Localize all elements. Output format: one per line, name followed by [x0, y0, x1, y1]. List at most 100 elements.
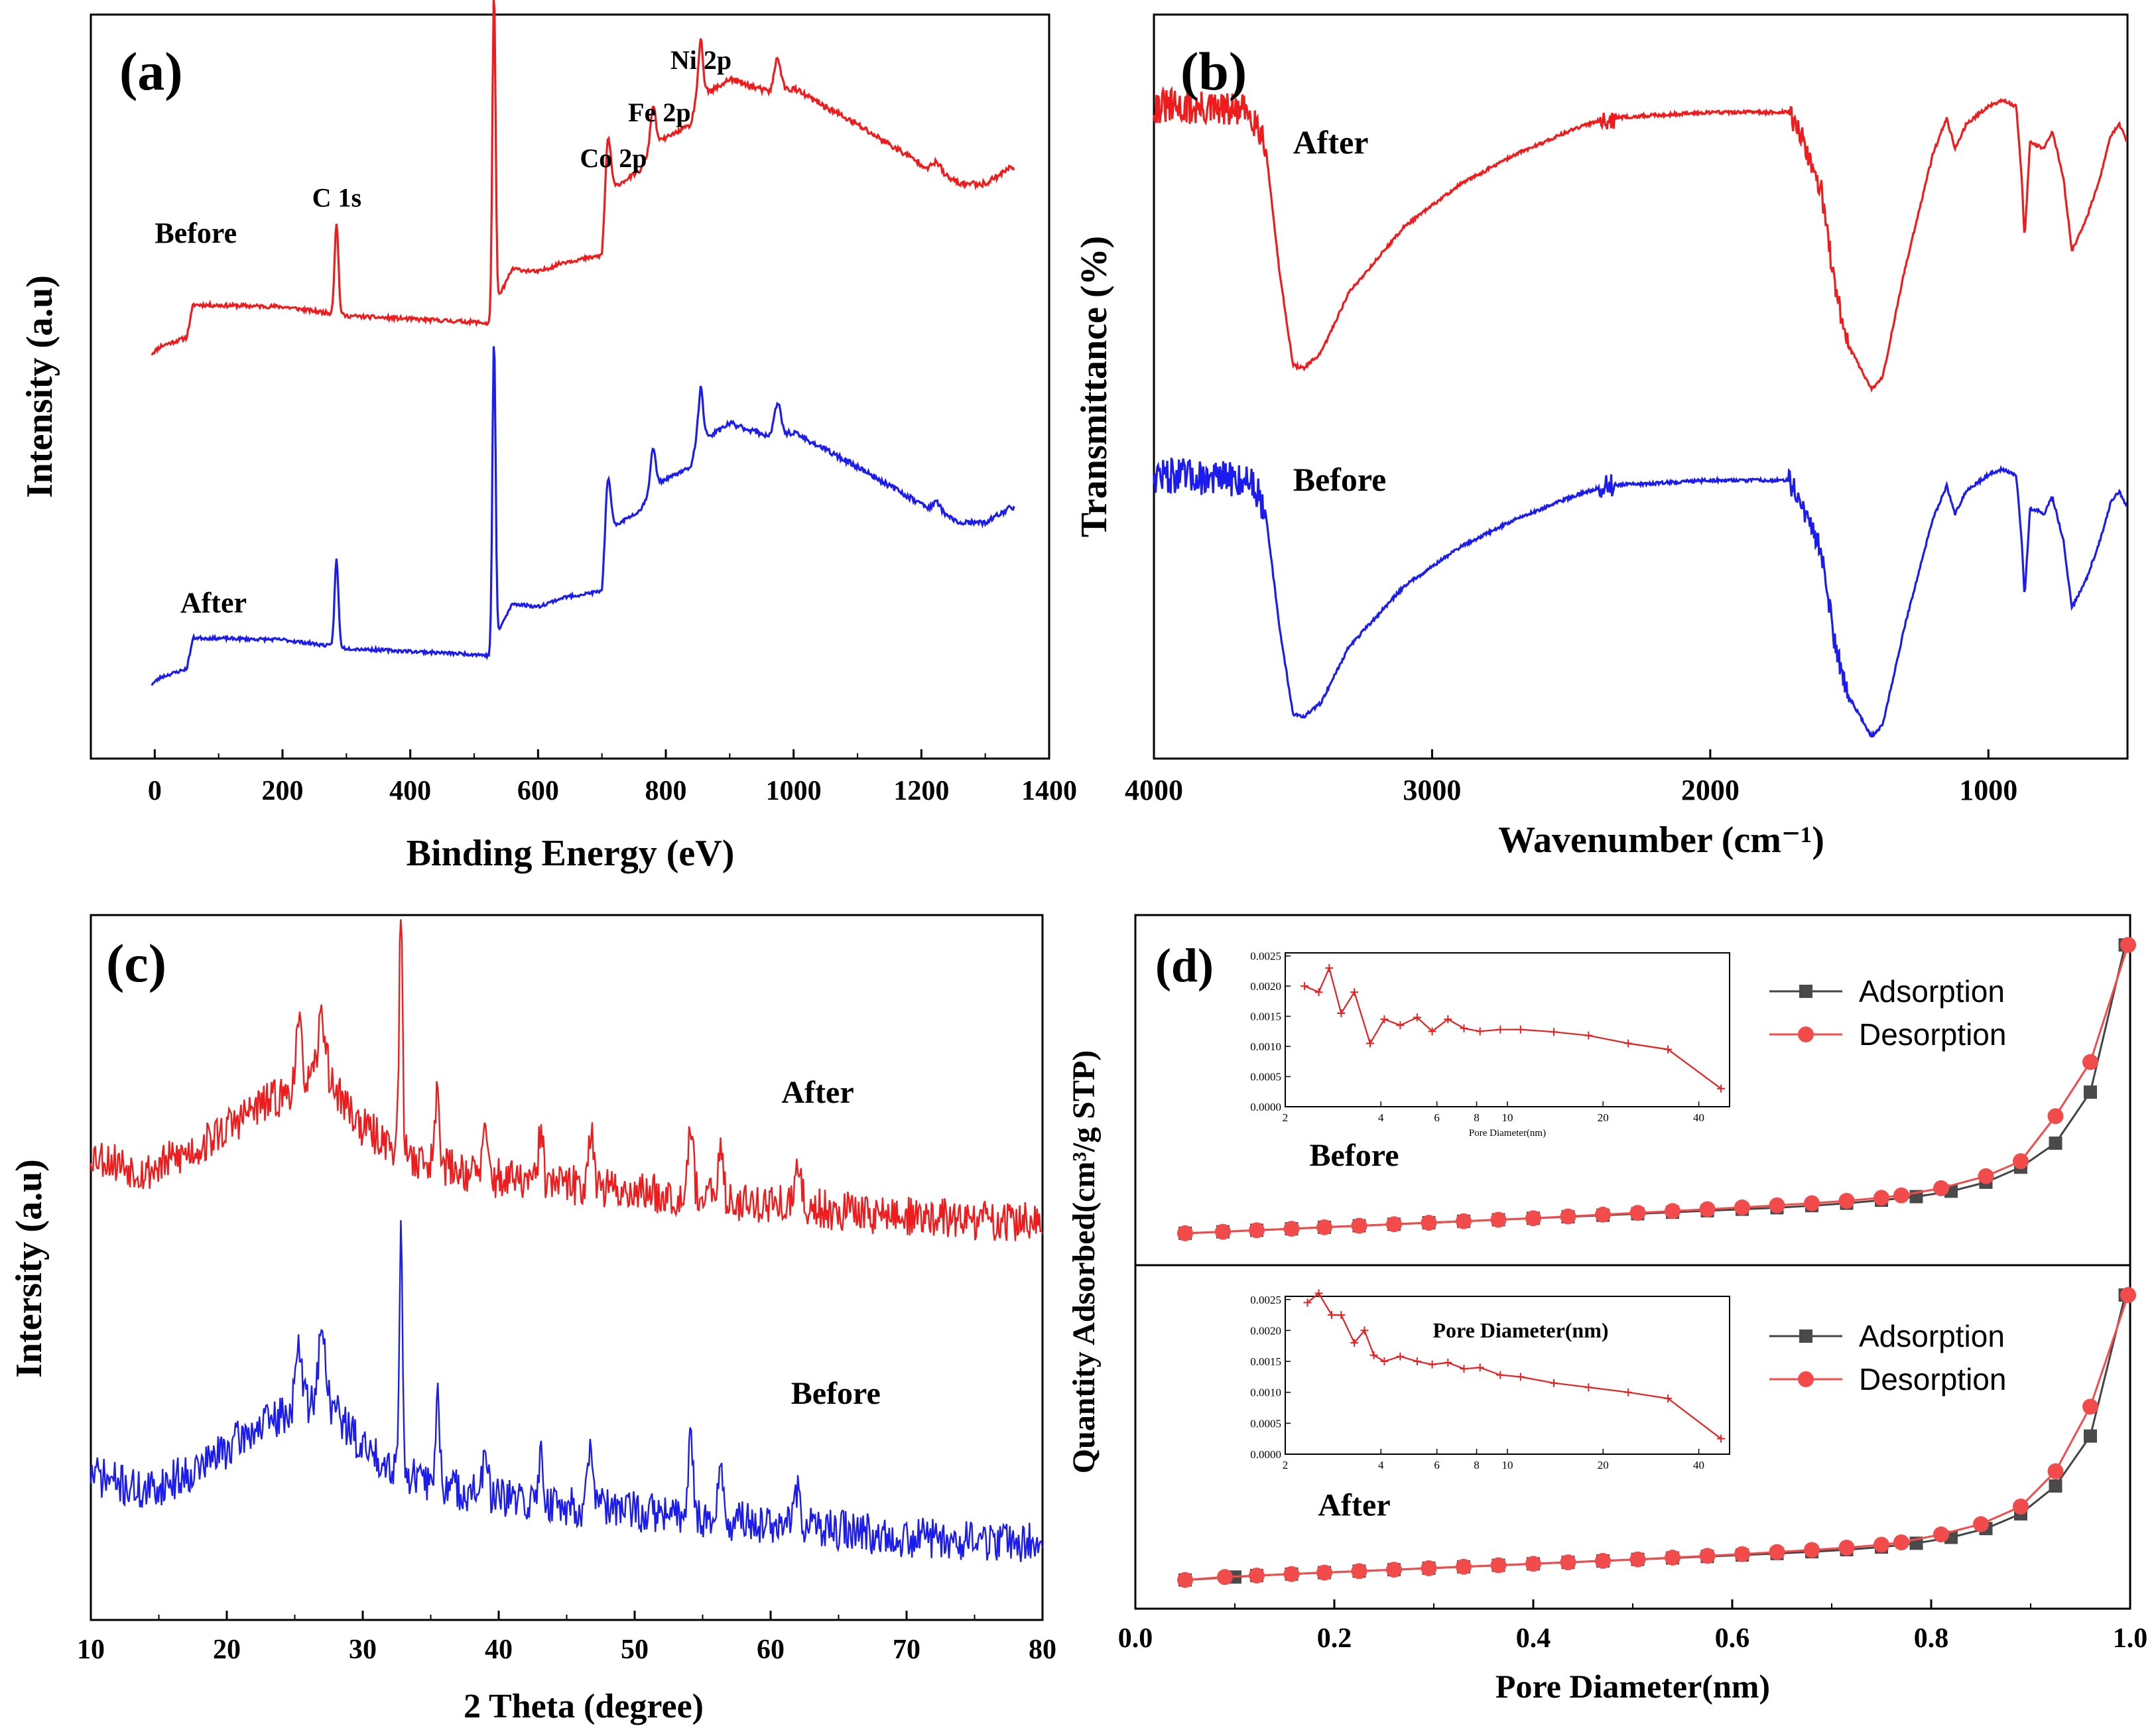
panel-d-before-inset-x-tick-label: 4 — [1378, 1111, 1384, 1124]
panel-c-x-tick-label: 50 — [621, 1635, 649, 1665]
panel-c-annotations: After Before — [781, 1075, 880, 1411]
panel-c-curve-label: Before — [791, 1376, 881, 1411]
panel-d-before-adsorption-point — [2084, 1085, 2097, 1099]
panel-c-series-group — [90, 919, 1044, 1562]
panel-d-after-desorption-point — [1316, 1564, 1332, 1581]
panel-d-after-inset-x-tick-label: 20 — [1598, 1459, 1609, 1471]
panel-d-insets: 0.0000 0.0005 0.0010 0.0015 0.0020 0.0025 2 4 6 8… — [1250, 950, 1730, 1471]
panel-d-after-desorption-point — [1249, 1568, 1265, 1584]
panel-b-label: (b) — [1180, 41, 1247, 101]
panel-d-after-legend-desorption-marker — [1798, 1371, 1814, 1387]
panel-d-before-desorption-point — [1456, 1213, 1472, 1229]
panel-d-before-legend-desorption-marker — [1798, 1026, 1814, 1042]
panel-d-after-inset-point — [1350, 1339, 1359, 1347]
panel-d-after-desorption-point — [1893, 1534, 1909, 1551]
panel-d-after-desorption-point — [1283, 1566, 1300, 1582]
panel-d-before-desorption-point — [1769, 1197, 1785, 1213]
panel-d-before-inset-point — [1314, 988, 1323, 997]
panel-a-peak-annotation: Fe 2p — [628, 97, 690, 127]
panel-d-before-inset-x-tick-label: 8 — [1474, 1111, 1480, 1124]
panel-d-before-inset-x-tick-label: 40 — [1693, 1111, 1704, 1124]
panel-b-y-axis-label: Transmittance (%) — [1074, 236, 1115, 538]
panel-d-before-desorption-point — [1804, 1195, 1820, 1211]
panel-b-series-after — [1153, 86, 2127, 393]
panel-d-after-inset-y-tick-label: 0.0005 — [1250, 1417, 1281, 1430]
panel-d-before-inset-y-tick-label: 0.0015 — [1250, 1011, 1281, 1023]
panel-d-before-legend-desorption-label: Desorption — [1859, 1017, 2006, 1052]
panel-d-after-adsorption-point — [2084, 1429, 2097, 1443]
panel-d-before-adsorption-point — [2049, 1136, 2062, 1150]
panel-d-after-inset-point — [1496, 1371, 1505, 1379]
panel-d-before-inset-y-tick-label: 0.0000 — [1250, 1101, 1281, 1113]
panel-d-after-inset-y-tick-label: 0.0025 — [1250, 1294, 1281, 1306]
panel-d-before-inset-x-axis-label: Pore Diameter(nm) — [1469, 1128, 1546, 1139]
panel-c-x-tick-label: 40 — [485, 1635, 513, 1665]
panel-d-before-desorption-point — [2047, 1108, 2064, 1125]
panel-d-after-desorption-point — [2047, 1463, 2064, 1479]
panel-d-after-desorption-point — [1560, 1554, 1576, 1571]
panel-d-before-desorption-point — [2082, 1054, 2098, 1070]
panel-c-x-tick-label: 60 — [757, 1635, 785, 1665]
panel-d-after-sample-label: After — [1318, 1487, 1390, 1522]
panel-d-after-inset-point — [1460, 1365, 1468, 1373]
panel-d-after-desorption-line — [1184, 1294, 2129, 1581]
panel-d-before-inset-point — [1413, 1013, 1421, 1022]
panel-d-after-desorption-point — [1973, 1516, 1989, 1532]
panel-d-x-tick-label: 0.6 — [1715, 1623, 1750, 1654]
panel-d-after-desorption-point — [1873, 1536, 1889, 1553]
panel-d-before-desorption-point — [1177, 1225, 1193, 1241]
panel-a-x-tick-label: 1000 — [766, 776, 822, 806]
panel-d-after-inset-point — [1624, 1388, 1633, 1396]
panel-d-x-tick-label: 0.0 — [1118, 1623, 1153, 1654]
panel-a-y-axis-label: Intensity (a.u) — [19, 275, 60, 498]
panel-a-frame — [90, 13, 1050, 760]
panel-d-after-inset-point — [1360, 1326, 1369, 1335]
panel-d-after-inset-x-tick-label: 4 — [1378, 1459, 1384, 1471]
panel-d-before-desorption-point — [1629, 1205, 1646, 1221]
panel-d-before-desorption-point — [1838, 1192, 1855, 1209]
panel-a-x-tick-label: 200 — [262, 776, 304, 806]
panel-c-xrd-patterns: 10 20 30 40 50 60 70 80 After Before (c) 2 Theta… — [9, 914, 1056, 1725]
panel-c-x-ticks: 10 20 30 40 50 60 70 80 — [77, 1611, 1056, 1665]
panel-c-label: (c) — [106, 933, 166, 993]
panel-d-after-inset-point — [1444, 1358, 1452, 1367]
panel-d-before-inset-point — [1496, 1025, 1505, 1034]
panel-d-after-inset-point — [1369, 1351, 1378, 1359]
panel-d-before-desorption-point — [1734, 1199, 1750, 1215]
panel-b-curve-label: After — [1293, 124, 1369, 161]
panel-d-before-desorption-point — [1933, 1180, 1949, 1196]
panel-d-before-inset-point — [1516, 1025, 1525, 1034]
panel-d-after-inset-point — [1664, 1394, 1673, 1403]
panel-d-before-desorption-point — [1215, 1223, 1231, 1240]
panel-a-series-before — [151, 0, 1015, 356]
panel-d-before-desorption-point — [2120, 937, 2136, 953]
panel-d-after-desorption-point — [1838, 1539, 1855, 1556]
panel-d-after-inset-point — [1328, 1311, 1336, 1320]
panel-b-frame — [1153, 13, 2129, 760]
panel-c-x-axis-label: 2 Theta (degree) — [464, 1688, 704, 1725]
panel-d-after-inset-point — [1396, 1352, 1405, 1361]
panel-a-x-tick-label: 800 — [645, 776, 687, 806]
panel-d-before-desorption-point — [1560, 1208, 1576, 1225]
panel-d-before-inset-point — [1664, 1045, 1673, 1054]
panel-d-before-desorption-point — [1421, 1215, 1437, 1231]
panel-d-bet-isotherms: 0.0000 0.0005 0.0010 0.0015 0.0020 0.0025 2 4 6 8… — [1066, 914, 2147, 1705]
panel-d-x-tick-label: 0.4 — [1516, 1623, 1551, 1654]
panel-d-after-desorption-point — [1804, 1542, 1820, 1558]
panel-b-annotations: After Before — [1293, 124, 1387, 498]
panel-d-x-ticks: 0.0 0.2 0.4 0.6 0.8 1.0 — [1118, 1599, 2147, 1654]
panel-d-after-desorption-point — [1351, 1563, 1367, 1579]
panel-d-before-legend-adsorption-marker — [1799, 985, 1812, 998]
panel-d-after-desorption-point — [1217, 1569, 1233, 1585]
panel-d-before-inset-point — [1444, 1015, 1452, 1024]
panel-d-before-desorption-point — [1893, 1187, 1909, 1204]
panel-a-series-group — [151, 0, 1015, 686]
panel-a-peak-annotation: Ni 2p — [670, 45, 731, 75]
panel-b-series-group — [1153, 86, 2127, 738]
panel-a-curve-label: Before — [155, 217, 237, 249]
panel-d-before-desorption-point — [1490, 1211, 1507, 1228]
panel-d-x-axis-label: Pore Diameter(nm) — [1495, 1668, 1770, 1705]
